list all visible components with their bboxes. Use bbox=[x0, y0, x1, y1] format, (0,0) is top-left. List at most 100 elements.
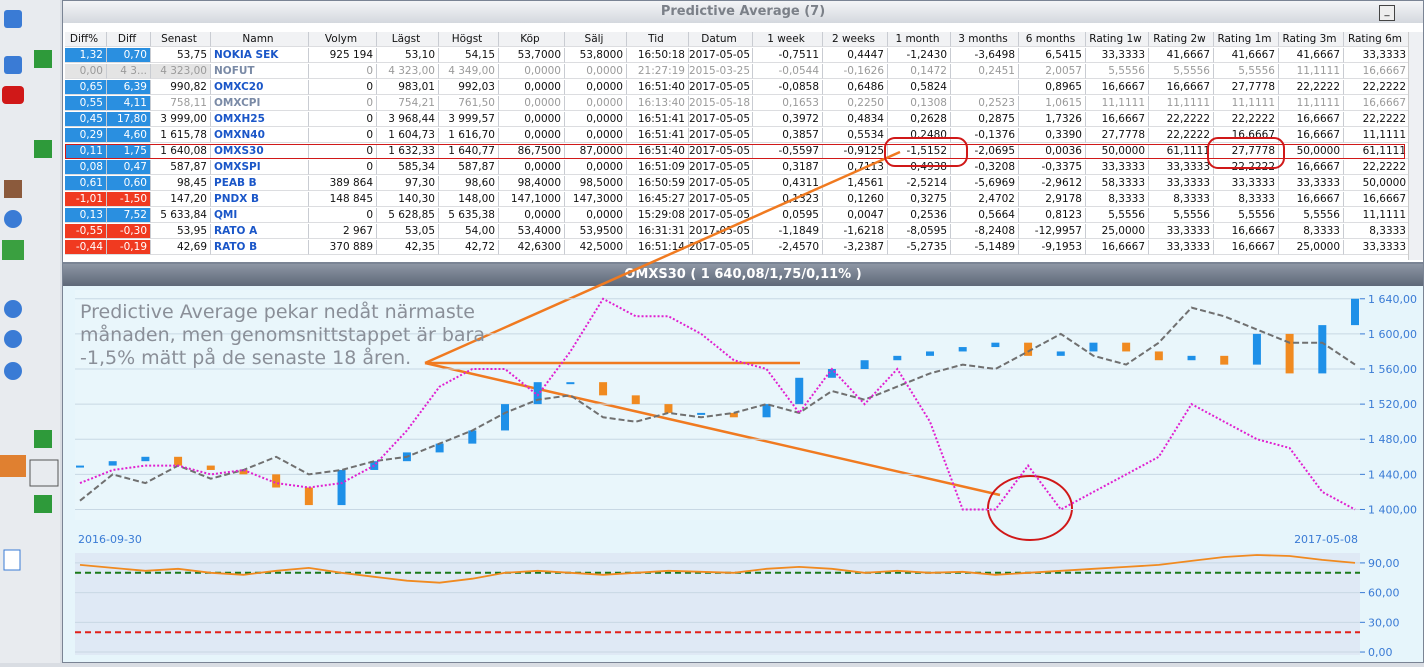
toolbar-icons bbox=[0, 10, 59, 571]
table-cell: 16,6667 bbox=[1344, 96, 1410, 111]
table-cell: 0,1472 bbox=[888, 64, 951, 79]
table-cell: 5,5556 bbox=[1086, 208, 1149, 223]
table-cell: OMXSPI bbox=[211, 160, 309, 175]
table-cell: OMXN40 bbox=[211, 128, 309, 143]
table-cell: -5,2735 bbox=[888, 240, 951, 255]
table-cell: RATO A bbox=[211, 224, 309, 239]
table-cell: 0,0000 bbox=[565, 80, 627, 95]
minimize-button[interactable]: _ bbox=[1379, 5, 1395, 21]
table-cell: 16,6667 bbox=[1149, 80, 1214, 95]
table-cell: 22,2222 bbox=[1344, 80, 1410, 95]
table-cell: 16:31:31 bbox=[627, 224, 689, 239]
selected-row bbox=[65, 144, 1405, 159]
table-cell: 42,6300 bbox=[499, 240, 565, 255]
table-cell: 0 bbox=[309, 128, 377, 143]
table-cell: 33,3333 bbox=[1344, 240, 1410, 255]
table-cell: 0 bbox=[309, 96, 377, 111]
table-cell: 11,1111 bbox=[1344, 128, 1410, 143]
table-cell: 16,6667 bbox=[1279, 128, 1344, 143]
table-cell: 22,2222 bbox=[1344, 160, 1410, 175]
table-cell: 16:51:40 bbox=[627, 80, 689, 95]
table-cell: 2017-05-05 bbox=[689, 160, 753, 175]
table-cell: -9,1953 bbox=[1019, 240, 1086, 255]
table-cell: -2,4570 bbox=[753, 240, 823, 255]
table-cell: 11,1111 bbox=[1279, 64, 1344, 79]
scrollbar[interactable] bbox=[1408, 32, 1423, 260]
table-cell: 33,3333 bbox=[1086, 160, 1149, 175]
table-cell: 2,4702 bbox=[951, 192, 1019, 207]
table-cell bbox=[951, 80, 1019, 95]
table-cell: 16:50:59 bbox=[627, 176, 689, 191]
table-cell: 4 323,00 bbox=[377, 64, 439, 79]
table-cell: 0,0000 bbox=[565, 112, 627, 127]
table-cell: 0,55 bbox=[65, 96, 107, 111]
column-header: Tid bbox=[627, 32, 689, 47]
table-cell: -0,3208 bbox=[951, 160, 1019, 175]
table-cell: 0 bbox=[309, 208, 377, 223]
table-cell: 0 bbox=[309, 80, 377, 95]
table-cell: -0,30 bbox=[107, 224, 151, 239]
table-cell: 42,5000 bbox=[565, 240, 627, 255]
table-window: Predictive Average (7) _ Diff% Diff Senast… bbox=[62, 0, 1424, 263]
table-cell: 0,1308 bbox=[888, 96, 951, 111]
column-header: 1 week bbox=[753, 32, 823, 47]
table-cell: 0,0000 bbox=[565, 64, 627, 79]
table-cell: 4,11 bbox=[107, 96, 151, 111]
table-cell: 0,47 bbox=[107, 160, 151, 175]
table-cell: 0,0047 bbox=[823, 208, 888, 223]
table-cell: 0,60 bbox=[107, 176, 151, 191]
table-cell: 990,82 bbox=[151, 80, 211, 95]
table-cell: 21:27:19 bbox=[627, 64, 689, 79]
table-cell: RATO B bbox=[211, 240, 309, 255]
table-cell: 54,00 bbox=[439, 224, 499, 239]
table-cell: -1,50 bbox=[107, 192, 151, 207]
table-cell: 587,87 bbox=[151, 160, 211, 175]
table-cell: 0,65 bbox=[65, 80, 107, 95]
table-cell: 17,80 bbox=[107, 112, 151, 127]
table-cell: 58,3333 bbox=[1086, 176, 1149, 191]
table-cell: 0 bbox=[309, 64, 377, 79]
table-cell: 11,1111 bbox=[1344, 208, 1410, 223]
table-cell: -0,1376 bbox=[951, 128, 1019, 143]
table-cell: 22,2222 bbox=[1149, 128, 1214, 143]
table-cell: 41,6667 bbox=[1214, 48, 1279, 63]
table-cell: 0,08 bbox=[65, 160, 107, 175]
column-header: Diff% bbox=[65, 32, 107, 47]
table-cell: 0,6486 bbox=[823, 80, 888, 95]
table-cell: 11,1111 bbox=[1149, 96, 1214, 111]
table-cell: 389 864 bbox=[309, 176, 377, 191]
column-header: Rating 1w bbox=[1086, 32, 1149, 47]
table-cell: 16,6667 bbox=[1344, 64, 1410, 79]
table-cell: -0,55 bbox=[65, 224, 107, 239]
table-cell: 2017-05-05 bbox=[689, 80, 753, 95]
table-cell: 1,4561 bbox=[823, 176, 888, 191]
table-cell: 33,3333 bbox=[1279, 176, 1344, 191]
table-cell: 5,5556 bbox=[1279, 208, 1344, 223]
table-cell: 0,0000 bbox=[499, 208, 565, 223]
table-cell: 33,3333 bbox=[1149, 160, 1214, 175]
table-cell: 1 615,78 bbox=[151, 128, 211, 143]
column-header: Volym bbox=[309, 32, 377, 47]
table-cell: -0,3375 bbox=[1019, 160, 1086, 175]
column-header: 2 weeks bbox=[823, 32, 888, 47]
table-cell: 16:50:18 bbox=[627, 48, 689, 63]
table-cell: 1 604,73 bbox=[377, 128, 439, 143]
table-cell: 0 bbox=[309, 160, 377, 175]
table-cell: 0,1260 bbox=[823, 192, 888, 207]
table-cell: 0,2250 bbox=[823, 96, 888, 111]
table-cell: 2017-05-05 bbox=[689, 192, 753, 207]
table-cell: -0,0544 bbox=[753, 64, 823, 79]
column-header: 3 months bbox=[951, 32, 1019, 47]
table-cell: 22,2222 bbox=[1344, 112, 1410, 127]
table-cell: 22,2222 bbox=[1214, 112, 1279, 127]
table-cell: 585,34 bbox=[377, 160, 439, 175]
table-cell: 8,3333 bbox=[1214, 192, 1279, 207]
column-header: Datum bbox=[689, 32, 753, 47]
table-cell: 0,0000 bbox=[565, 208, 627, 223]
table-cell: 0,1323 bbox=[753, 192, 823, 207]
table-cell: -3,6498 bbox=[951, 48, 1019, 63]
table-cell: OMXC20 bbox=[211, 80, 309, 95]
table-cell: 148 845 bbox=[309, 192, 377, 207]
window-title: Predictive Average (7) bbox=[63, 1, 1423, 23]
table-cell: 0,5534 bbox=[823, 128, 888, 143]
